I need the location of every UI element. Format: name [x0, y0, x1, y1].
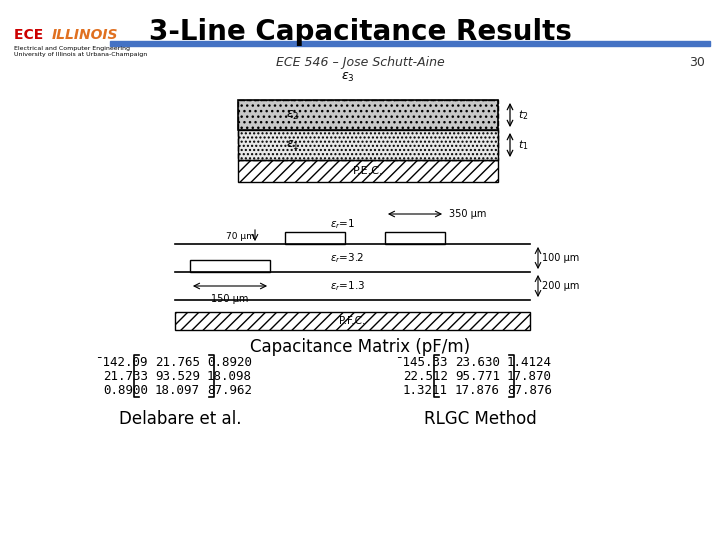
Text: ILLINOIS: ILLINOIS: [52, 28, 119, 42]
Text: ¯145.33: ¯145.33: [395, 355, 448, 368]
Text: 18.098: 18.098: [207, 369, 252, 382]
Text: P.E.C.: P.E.C.: [353, 166, 383, 176]
Text: $t_2$: $t_2$: [518, 108, 528, 122]
Text: Capacitance Matrix (pF/m): Capacitance Matrix (pF/m): [250, 338, 470, 356]
Bar: [110, 41, 710, 46]
Text: 87.962: 87.962: [207, 383, 252, 396]
Text: 21.733: 21.733: [103, 369, 148, 382]
Bar: [238, 130, 498, 160]
Text: 95.771: 95.771: [455, 369, 500, 382]
Text: ECE: ECE: [14, 28, 48, 42]
Text: 70 μm: 70 μm: [225, 232, 254, 241]
Text: 17.876: 17.876: [455, 383, 500, 396]
Text: 100 μm: 100 μm: [542, 253, 580, 263]
Text: University of Illinois at Urbana-Champaign: University of Illinois at Urbana-Champai…: [14, 52, 148, 57]
Text: 150 μm: 150 μm: [211, 294, 248, 304]
Text: $\varepsilon_2$: $\varepsilon_2$: [287, 109, 300, 122]
Text: $\varepsilon_r$=1: $\varepsilon_r$=1: [330, 217, 355, 231]
Text: RLGC Method: RLGC Method: [423, 410, 536, 428]
Text: 350 μm: 350 μm: [449, 209, 487, 219]
Text: 17.870: 17.870: [507, 369, 552, 382]
Text: P.F.C.: P.F.C.: [339, 316, 366, 326]
Text: $t_1$: $t_1$: [518, 138, 528, 152]
Text: $\varepsilon_1$: $\varepsilon_1$: [287, 138, 300, 152]
Text: Delabare et al.: Delabare et al.: [119, 410, 241, 428]
Text: 21.765: 21.765: [155, 355, 200, 368]
Text: 30: 30: [689, 56, 705, 69]
Text: ECE 546 – Jose Schutt-Aine: ECE 546 – Jose Schutt-Aine: [276, 56, 444, 69]
Bar: [190, 260, 270, 272]
Bar: [238, 160, 498, 182]
Text: $\varepsilon_3$: $\varepsilon_3$: [341, 71, 355, 84]
Text: 22.512: 22.512: [403, 369, 448, 382]
Text: $\varepsilon_r$=3.2: $\varepsilon_r$=3.2: [330, 251, 364, 265]
Text: 200 μm: 200 μm: [542, 281, 580, 291]
Bar: [238, 100, 498, 160]
Text: Electrical and Computer Engineering: Electrical and Computer Engineering: [14, 46, 130, 51]
Text: $\varepsilon_r$=1.3: $\varepsilon_r$=1.3: [330, 279, 365, 293]
Text: 3-Line Capacitance Results: 3-Line Capacitance Results: [148, 18, 572, 46]
Bar: [238, 100, 498, 130]
Text: 18.097: 18.097: [155, 383, 200, 396]
Bar: [285, 232, 345, 244]
Bar: [175, 312, 530, 330]
Text: 87.876: 87.876: [507, 383, 552, 396]
Text: 0.8900: 0.8900: [103, 383, 148, 396]
Text: 0.8920: 0.8920: [207, 355, 252, 368]
Text: 1.3211: 1.3211: [403, 383, 448, 396]
Text: 1.4124: 1.4124: [507, 355, 552, 368]
Text: 93.529: 93.529: [155, 369, 200, 382]
Text: ¯142.09: ¯142.09: [96, 355, 148, 368]
Bar: [385, 232, 445, 244]
Text: 23.630: 23.630: [455, 355, 500, 368]
